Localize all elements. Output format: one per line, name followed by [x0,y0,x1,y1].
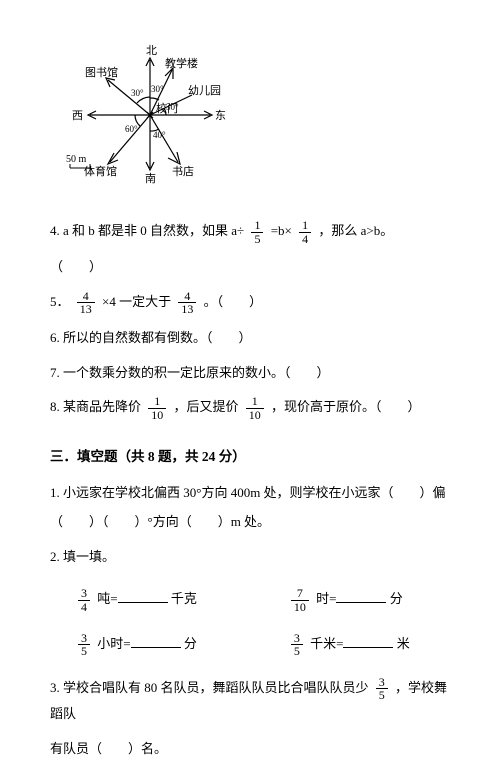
q4-prefix: 4. a 和 b 都是非 0 自然数，如果 a÷ [50,223,244,238]
q4-paren: （ ） [50,255,450,280]
q8-mid: ，后又提价 [174,400,239,415]
angle-4: 60° [125,124,138,134]
question-6: 6. 所以的自然数都有倒数。（ ） [50,326,450,351]
q5-prefix: 5． [50,294,70,309]
angle-3: 30° [166,102,179,112]
conv-1a: 34 吨= 千克 [74,587,197,613]
label-bookstore: 书店 [172,164,194,178]
angle-5: 40° [153,130,166,140]
angle-2: 30° [131,88,144,98]
label-kinder: 幼儿园 [188,84,221,97]
s3q3-prefix: 3. 学校合唱队有 80 名队员，舞蹈队队员比合唱队队员少 [50,680,369,695]
question-7: 7. 一个数乘分数的积一定比原来的数小。（ ） [50,361,450,386]
q4-mid: =b× [271,223,292,238]
s3-q3-l2: 有队员（ ）名。 [50,737,450,761]
conv-2b: 35 千米= 米 [287,632,410,658]
q4-suffix: ，那么 a>b。 [318,223,393,238]
compass-diagram: 北 教学楼 图书馆 幼儿园 西 东 校门 体育馆 南 书店 50 m 30° 3… [60,40,450,195]
label-south: 南 [145,172,156,185]
conv-row-1: 34 吨= 千克 710 时= 分 [74,587,450,613]
q5-suffix: 。（ ） [204,294,263,309]
q8-prefix: 8. 某商品先降价 [50,400,141,415]
q4-frac2: 14 [299,219,311,245]
q8-frac1: 110 [148,395,166,421]
label-east: 东 [215,109,226,122]
question-8: 8. 某商品先降价 110 ，后又提价 110 ，现价高于原价。（ ） [50,395,450,421]
angle-1: 30° [151,84,164,94]
label-gym: 体育馆 [84,164,117,178]
question-5: 5． 413 ×4 一定大于 413 。（ ） [50,290,450,316]
q8-frac2: 110 [246,395,264,421]
q5-mid: ×4 一定大于 [102,294,171,309]
label-teaching: 教学楼 [165,56,198,70]
conv-row-2: 35 小时= 分 35 千米= 米 [74,632,450,658]
q8-suffix: ，现价高于原价。（ ） [271,400,421,415]
s3q3-frac: 35 [376,676,388,702]
s3-q2: 2. 填一填。 [50,545,450,570]
q4-frac1: 15 [251,219,263,245]
s3-q3: 3. 学校合唱队有 80 名队员，舞蹈队队员比合唱队队员少 35 ，学校舞蹈队 [50,676,450,727]
q5-frac1: 413 [77,290,95,316]
s3-q1-l1: 1. 小远家在学校北偏西 30°方向 400m 处，则学校在小远家（ ）偏 [50,481,450,506]
section-3-title: 三．填空题（共 8 题，共 24 分） [50,444,450,470]
question-4: 4. a 和 b 都是非 0 自然数，如果 a÷ 15 =b× 14 ，那么 a… [50,219,450,245]
label-library: 图书馆 [85,65,118,79]
conv-2a: 35 小时= 分 [74,632,197,658]
conv-1b: 710 时= 分 [287,587,403,613]
q5-frac2: 413 [178,290,196,316]
label-scale: 50 m [66,154,87,165]
label-north: 北 [146,44,157,57]
s3-q1-l2: （ ）（ ）°方向（ ）m 处。 [50,510,450,535]
label-west: 西 [72,110,83,122]
